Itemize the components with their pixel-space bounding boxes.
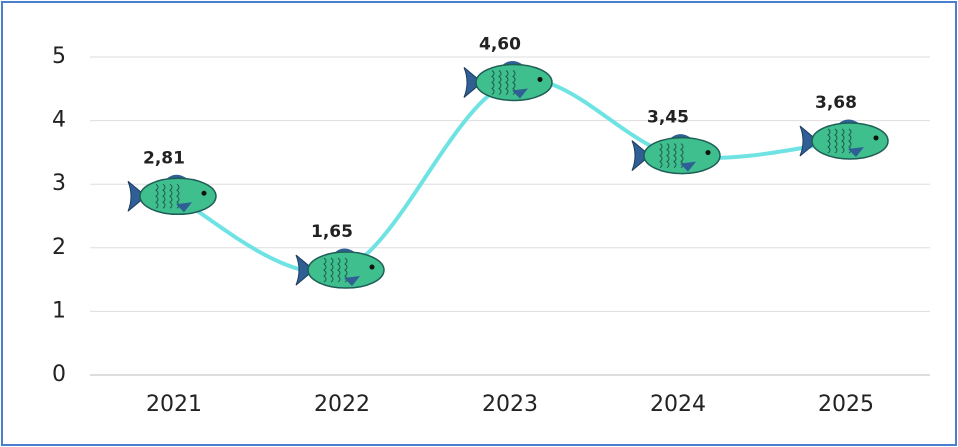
fish-belly-fin bbox=[680, 161, 696, 172]
x-tick-label: 2023 bbox=[482, 392, 538, 417]
data-label: 2,81 bbox=[143, 148, 185, 168]
fish-eye bbox=[705, 150, 711, 156]
y-tick-label: 4 bbox=[52, 108, 66, 133]
fish-body bbox=[139, 177, 217, 216]
fish-body bbox=[811, 122, 889, 160]
fish-belly-fin bbox=[512, 88, 528, 99]
x-tick-label: 2025 bbox=[818, 392, 874, 417]
fish-eye bbox=[201, 190, 207, 196]
x-tick-label: 2024 bbox=[650, 392, 706, 417]
fish-tail bbox=[799, 125, 819, 157]
fish-scales bbox=[834, 128, 838, 154]
fish-scales bbox=[330, 257, 334, 283]
fish-marker bbox=[295, 248, 385, 289]
y-tick-label: 0 bbox=[52, 362, 66, 387]
fish-scales bbox=[337, 257, 341, 283]
fish-belly-fin bbox=[848, 146, 864, 157]
y-tick-label: 5 bbox=[52, 44, 66, 69]
fish-tail bbox=[295, 254, 315, 286]
fish-body bbox=[475, 63, 553, 102]
fish-scales bbox=[323, 257, 327, 283]
fish-scales bbox=[162, 183, 166, 209]
fish-scales bbox=[666, 143, 670, 168]
fish-scales bbox=[169, 183, 173, 209]
fish-scales bbox=[841, 128, 845, 154]
fish-eye bbox=[369, 264, 375, 270]
fish-marker bbox=[799, 119, 889, 160]
data-label: 3,45 bbox=[647, 108, 689, 128]
fish-scales bbox=[659, 143, 663, 168]
x-tick-label: 2021 bbox=[146, 392, 202, 417]
fish-marker bbox=[127, 174, 217, 216]
fish-eye bbox=[537, 76, 543, 82]
fish-body bbox=[307, 251, 385, 289]
data-label: 3,68 bbox=[815, 93, 857, 113]
y-tick-label: 3 bbox=[52, 171, 66, 196]
data-label: 4,60 bbox=[479, 34, 521, 54]
fish-tail bbox=[463, 67, 483, 98]
x-tick-label: 2022 bbox=[314, 392, 370, 417]
fish-marker bbox=[463, 60, 553, 102]
fish-body bbox=[643, 136, 721, 175]
fish-eye bbox=[873, 135, 879, 141]
fish-scales bbox=[827, 128, 831, 154]
fish-scales bbox=[155, 183, 159, 209]
fish-scales bbox=[491, 70, 495, 95]
y-tick-label: 1 bbox=[52, 298, 66, 323]
fish-marker bbox=[631, 134, 721, 175]
fish-scales bbox=[498, 70, 502, 95]
fish-belly-fin bbox=[344, 276, 360, 287]
fish-scales bbox=[673, 143, 677, 168]
fish-scales bbox=[505, 70, 509, 95]
data-label: 1,65 bbox=[311, 222, 353, 242]
fish-tail bbox=[631, 140, 651, 171]
fish-belly-fin bbox=[176, 202, 192, 213]
y-tick-label: 2 bbox=[52, 235, 66, 260]
fish-tail bbox=[127, 180, 147, 212]
